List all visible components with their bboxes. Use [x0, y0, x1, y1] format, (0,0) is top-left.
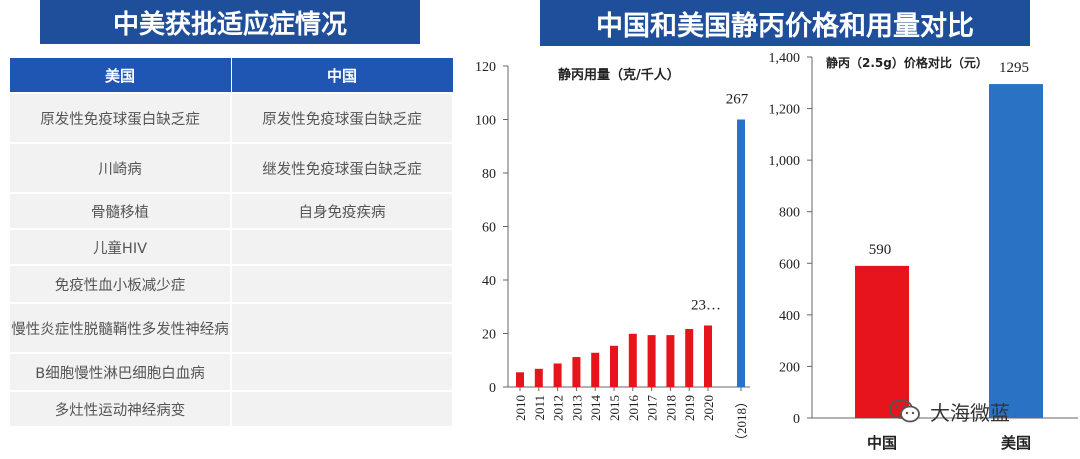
watermark-text: 大海微蓝	[930, 400, 1010, 425]
left-title: 中美获批适应症情况	[112, 9, 347, 40]
x-tick-label: 2010	[513, 395, 528, 421]
x-tick-label: （2018）	[734, 395, 749, 447]
table-row: 多灶性运动神经病变	[8, 390, 454, 428]
x-tick-label: 2014	[588, 395, 603, 422]
cell-cn: 继发性免疫球蛋白缺乏症	[230, 142, 454, 194]
data-label: 1295	[999, 60, 1029, 76]
y-tick-label: 0	[793, 412, 800, 427]
y-tick-label: 800	[779, 206, 800, 221]
watermark: 大海微蓝	[888, 396, 1010, 426]
cell-cn	[230, 264, 454, 304]
y-tick-label: 600	[779, 257, 800, 272]
cell-us: 免疫性血小板减少症	[8, 264, 232, 304]
x-tick-label: 中国	[867, 434, 897, 452]
y-tick-label: 1,400	[769, 51, 801, 66]
right-title: 中国和美国静丙价格和用量对比	[596, 10, 974, 42]
cell-us: 多灶性运动神经病变	[8, 390, 232, 428]
header-us: 美国	[8, 57, 232, 94]
cell-us: 慢性炎症性脱髓鞘性多发性神经病	[8, 302, 232, 354]
chart-title: 静丙用量（克/千人）	[558, 67, 680, 83]
data-label: 590	[869, 242, 892, 258]
bar	[666, 335, 675, 387]
cell-us: 骨髓移植	[8, 192, 232, 230]
wechat-icon	[889, 399, 920, 423]
y-tick-label: 0	[489, 381, 496, 396]
table-row: 川崎病 继发性免疫球蛋白缺乏症	[8, 142, 454, 194]
cell-cn	[230, 352, 454, 392]
y-tick-label: 80	[482, 167, 496, 182]
x-tick-label: 2012	[551, 395, 566, 421]
table-row: 原发性免疫球蛋白缺乏症 原发性免疫球蛋白缺乏症	[8, 92, 454, 144]
table-body: 原发性免疫球蛋白缺乏症 原发性免疫球蛋白缺乏症 川崎病 继发性免疫球蛋白缺乏症 骨髓移植…	[8, 92, 454, 428]
x-tick-label: 2015	[607, 395, 622, 421]
table-row: 免疫性血小板减少症	[8, 264, 454, 304]
cell-cn	[230, 390, 454, 428]
x-tick-label: 美国	[1001, 434, 1031, 452]
bar	[704, 325, 712, 387]
cell-cn: 自身免疫疾病	[230, 192, 454, 230]
cell-cn: 原发性免疫球蛋白缺乏症	[230, 92, 454, 144]
x-tick-label: 2020	[701, 395, 716, 421]
table-row: 骨髓移植 自身免疫疾病	[8, 192, 454, 230]
x-tick-label: 2018	[663, 395, 678, 421]
bar	[989, 84, 1043, 418]
cell-us: 儿童HIV	[8, 228, 232, 266]
y-tick-label: 60	[482, 221, 496, 236]
table-row: 儿童HIV	[8, 228, 454, 266]
cell-us: 川崎病	[8, 142, 232, 194]
cell-us: 原发性免疫球蛋白缺乏症	[8, 92, 232, 144]
bar	[534, 368, 543, 387]
bar	[685, 328, 694, 387]
table-header-row: 美国 中国	[8, 57, 454, 94]
data-label: 23…	[691, 297, 721, 313]
x-tick-label: 2013	[569, 395, 584, 421]
cell-cn	[230, 302, 454, 354]
x-tick-label: 2016	[626, 395, 641, 422]
y-tick-label: 1,000	[769, 154, 801, 169]
y-tick-label: 1,200	[769, 103, 801, 118]
y-tick-label: 100	[475, 114, 496, 129]
data-label: 267	[726, 92, 749, 108]
bar	[647, 335, 656, 387]
left-title-banner: 中美获批适应症情况	[40, 0, 420, 44]
right-title-banner: 中国和美国静丙价格和用量对比	[540, 0, 1030, 46]
table-row: 慢性炎症性脱髓鞘性多发性神经病	[8, 302, 454, 354]
y-tick-label: 40	[482, 274, 496, 289]
approval-table: 美国 中国 原发性免疫球蛋白缺乏症 原发性免疫球蛋白缺乏症 川崎病 继发性免疫球蛋白缺…	[8, 57, 454, 428]
bar	[591, 352, 600, 387]
y-tick-label: 400	[779, 309, 800, 324]
bar	[572, 357, 581, 387]
bar	[855, 265, 909, 418]
header-cn: 中国	[230, 57, 454, 94]
y-tick-label: 20	[482, 328, 496, 343]
y-tick-label: 120	[475, 60, 496, 75]
y-tick-label: 200	[779, 360, 800, 375]
x-tick-label: 2019	[682, 395, 697, 421]
chart-title: 静丙（2.5g）价格对比（元）	[826, 55, 988, 70]
bar	[737, 119, 745, 387]
bar	[610, 345, 618, 387]
bar	[628, 333, 637, 387]
cell-cn	[230, 228, 454, 266]
x-tick-label: 2017	[645, 395, 660, 422]
table-row: B细胞慢性淋巴细胞白血病	[8, 352, 454, 392]
bar	[553, 363, 562, 387]
cell-us: B细胞慢性淋巴细胞白血病	[8, 352, 232, 392]
bar	[516, 372, 524, 387]
x-tick-label: 2011	[532, 395, 547, 421]
price-chart: 0 200 400 600 800 1,000 1,200 1,400 静丙（2.5g）价格对比…	[769, 51, 1078, 452]
